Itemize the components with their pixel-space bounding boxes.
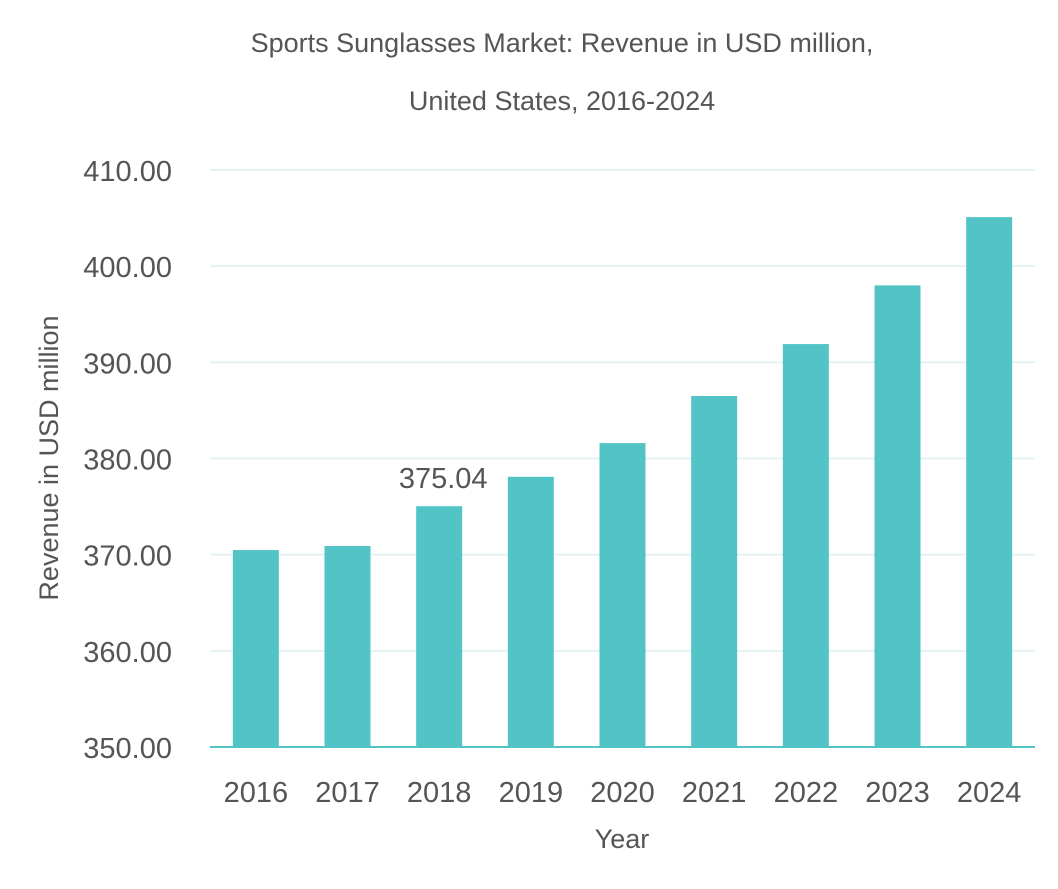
bar-2024	[966, 217, 1013, 747]
data-label: 375.04	[399, 463, 488, 495]
y-tick-label: 370.00	[83, 541, 172, 573]
x-tick-label: 2023	[865, 777, 930, 809]
chart-title-line1: Sports Sunglasses Market: Revenue in USD…	[251, 28, 874, 58]
bar-2018	[416, 506, 463, 747]
x-tick-label: 2018	[407, 777, 472, 809]
y-tick-label: 380.00	[83, 445, 172, 477]
y-tick-label: 350.00	[83, 733, 172, 765]
chart-title-line2: United States, 2016-2024	[409, 86, 715, 116]
x-tick-label: 2016	[224, 777, 289, 809]
y-tick-label: 410.00	[83, 156, 172, 188]
x-tick-label: 2019	[499, 777, 564, 809]
bar-2023	[874, 285, 921, 747]
x-axis-label: Year	[595, 824, 650, 854]
bar-2016	[232, 550, 279, 747]
bar-2022	[782, 344, 829, 747]
bar-2017	[324, 546, 371, 747]
y-tick-label: 400.00	[83, 252, 172, 284]
x-tick-label: 2024	[957, 777, 1022, 809]
x-tick-label: 2017	[315, 777, 380, 809]
y-tick-label: 390.00	[83, 348, 172, 380]
x-tick-label: 2021	[682, 777, 747, 809]
x-tick-label: 2022	[774, 777, 839, 809]
bar-2021	[691, 395, 738, 747]
y-tick-label: 360.00	[83, 637, 172, 669]
bar-2019	[507, 476, 554, 747]
bar-2020	[599, 443, 646, 747]
x-tick-label: 2020	[590, 777, 655, 809]
y-axis-label: Revenue in USD million	[34, 315, 64, 600]
